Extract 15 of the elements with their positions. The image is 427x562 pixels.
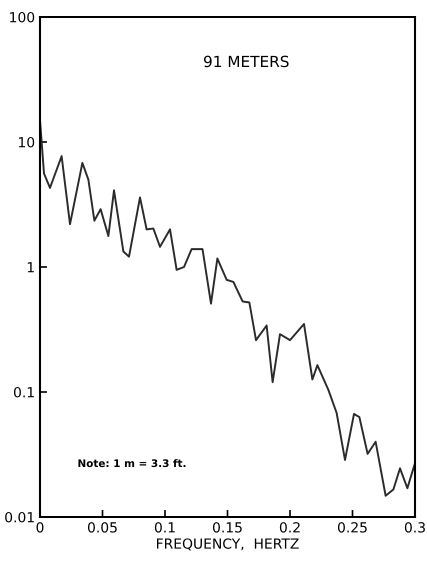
x-tick-label: 0.25	[338, 522, 367, 533]
x-tick-label: 0.2	[280, 522, 300, 533]
y-tick-label: 10	[18, 136, 34, 148]
x-tick-label: 0.3	[404, 522, 425, 533]
x-axis-title: FREQUENCY, HERTZ	[157, 538, 299, 550]
x-tick-label: 0.15	[212, 522, 242, 533]
x-tick-label: 0	[36, 522, 44, 533]
y-tick-label: 1	[28, 262, 34, 272]
y-tick-label: 0.1	[14, 386, 34, 398]
x-tick-label: 0.1	[154, 522, 175, 533]
y-tick-label: 100	[10, 12, 34, 22]
annotation: 91 METERS	[204, 56, 289, 68]
x-tick-label: 0.05	[88, 522, 117, 533]
y-tick-label: 0.01	[5, 512, 34, 522]
annotation: Note: 1 m = 3.3 ft.	[78, 459, 186, 468]
